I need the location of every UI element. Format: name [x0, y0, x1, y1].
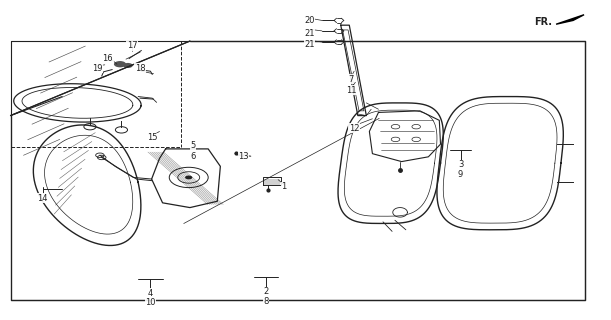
Text: FR.: FR.	[534, 17, 552, 27]
Circle shape	[114, 61, 126, 68]
Text: 20: 20	[304, 16, 315, 25]
Text: 14: 14	[37, 194, 48, 203]
Text: 6: 6	[190, 152, 196, 161]
Circle shape	[123, 63, 133, 68]
Text: 21: 21	[304, 28, 315, 38]
Text: 2: 2	[263, 287, 269, 296]
Text: 15: 15	[147, 133, 158, 142]
Text: 1: 1	[282, 182, 287, 191]
Text: 12: 12	[349, 124, 359, 133]
Text: 8: 8	[263, 297, 269, 306]
Text: 9: 9	[458, 170, 463, 179]
Circle shape	[185, 176, 192, 179]
Text: 18: 18	[135, 63, 145, 73]
Text: 11: 11	[346, 86, 356, 95]
Text: 7: 7	[348, 75, 354, 84]
Text: 10: 10	[145, 298, 156, 307]
Text: 19: 19	[92, 63, 103, 73]
Text: 17: 17	[127, 41, 137, 50]
Text: 4: 4	[148, 289, 153, 298]
Text: 3: 3	[458, 160, 463, 169]
Text: 13: 13	[238, 152, 249, 161]
Text: 16: 16	[103, 54, 113, 63]
Text: 21: 21	[304, 40, 315, 49]
Polygon shape	[556, 15, 584, 24]
Text: 5: 5	[191, 141, 196, 150]
